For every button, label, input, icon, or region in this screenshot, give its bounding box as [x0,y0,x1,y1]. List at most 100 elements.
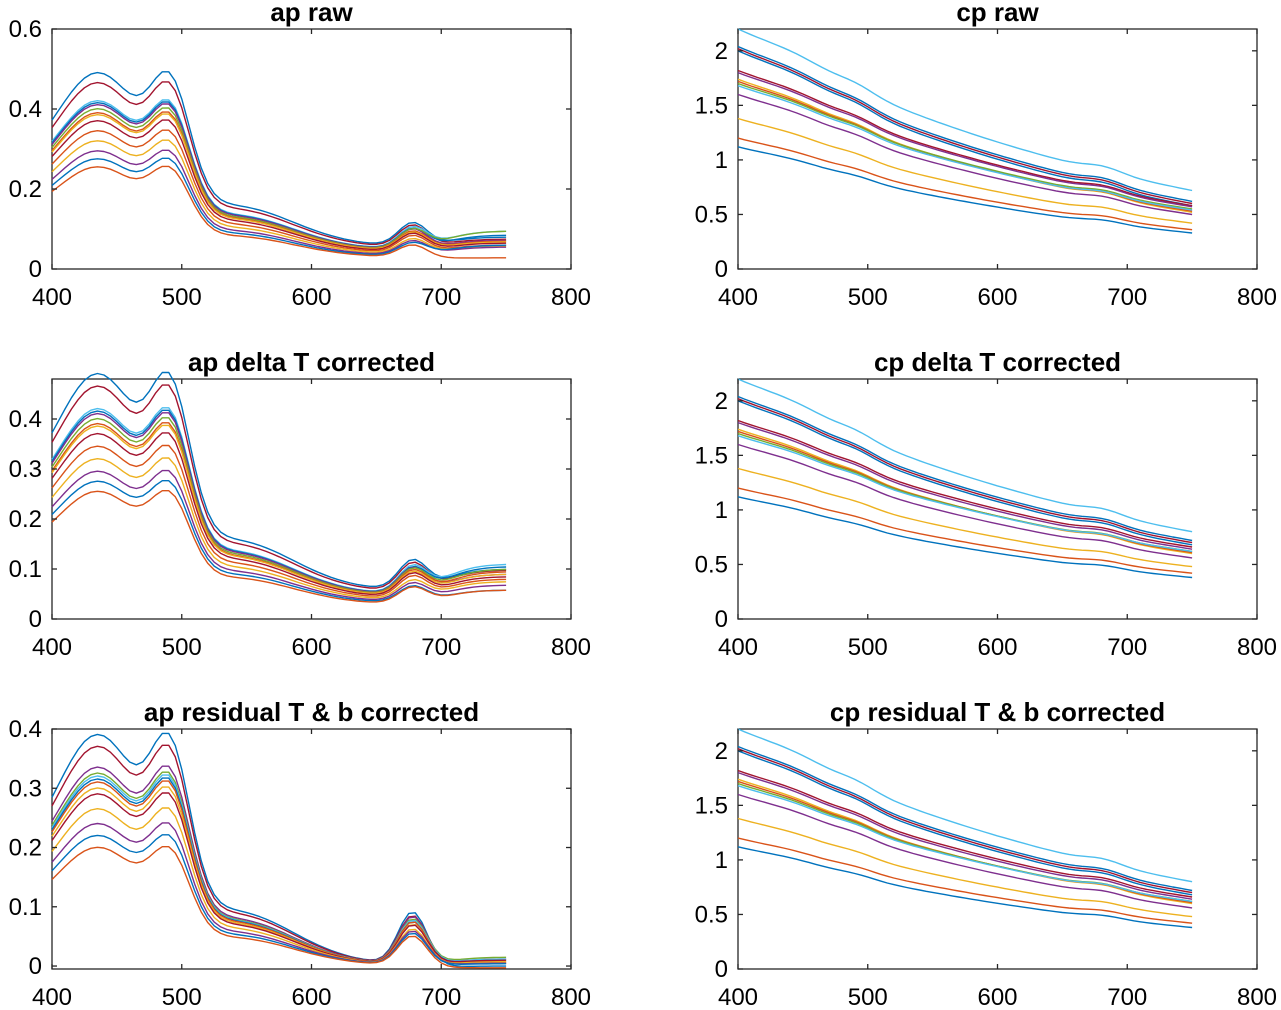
x-tick-label: 600 [291,284,331,311]
y-tick-label: 0 [29,606,42,633]
y-tick-label: 0 [29,256,42,283]
series-line-2 [737,45,1193,203]
y-tick-label: 0.5 [695,901,728,928]
series-line-13 [737,137,1193,231]
series-line-11 [737,793,1193,909]
x-tick-label: 800 [1237,984,1277,1010]
y-tick-label: 0 [29,953,42,980]
axes-box [51,728,572,970]
y-tick-label: 0.4 [9,406,42,433]
x-tick-label: 400 [718,634,758,661]
y-tick-label: 0.5 [695,551,728,578]
series-line-3 [737,747,1193,894]
x-tick-label: 700 [421,634,461,661]
series-line-2 [737,395,1193,542]
x-tick-label: 600 [977,634,1017,661]
series-line-14 [737,146,1193,234]
series-line-10 [51,444,507,597]
y-tick-label: 0 [715,606,728,633]
series-line-14 [737,496,1193,579]
series-line-12 [737,467,1193,568]
y-tick-label: 1 [715,497,728,524]
y-tick-label: 0.4 [9,716,42,743]
y-tick-label: 2 [715,38,728,65]
y-tick-label: 1 [715,147,728,174]
series-line-8 [51,113,507,250]
series-line-5 [737,69,1193,207]
x-tick-label: 400 [32,984,72,1010]
series-line-11 [737,93,1193,216]
series-line-4 [737,400,1193,546]
series-line-12 [737,817,1193,918]
x-tick-label: 800 [551,634,591,661]
series-line-5 [737,419,1193,548]
x-tick-label: 800 [1237,284,1277,311]
series-line-6 [737,771,1193,900]
y-tick-label: 0.3 [9,456,42,483]
series-line-4 [737,50,1193,207]
series-line-14 [737,846,1193,929]
chart-panel-6: 400 500 600 700 800 0 0.5 1 1.5 2 cp residual T & … [695,697,1277,1010]
x-tick-label: 800 [551,984,591,1010]
x-tick-label: 700 [1107,634,1147,661]
x-tick-label: 700 [1107,284,1147,311]
series-line-11 [737,443,1193,559]
series-line-11 [51,139,507,253]
y-tick-label: 0.6 [9,16,42,43]
series-line-12 [737,117,1193,224]
chart-title: ap raw [270,0,353,27]
y-tick-label: 0.2 [9,506,42,533]
series-line-6 [737,421,1193,550]
series-line-1 [51,371,507,587]
chart-panel-3: 400 500 600 700 800 0 0.1 0.2 0.3 0.4 ap delta T c… [9,347,591,661]
chart-title: ap delta T corrected [188,347,435,377]
series-line-9 [51,792,507,963]
y-tick-label: 1.5 [695,92,728,119]
chart-panel-4: 400 500 600 700 800 0 0.5 1 1.5 2 cp delta T corre… [695,347,1277,661]
series-line-11 [51,457,507,599]
axes-box [51,378,572,620]
series-line-12 [51,469,507,600]
series-line-8 [51,424,507,594]
series-line-1 [51,71,507,244]
series-line-13 [737,487,1193,574]
y-tick-label: 1 [715,847,728,874]
x-tick-label: 700 [421,284,461,311]
x-tick-label: 600 [291,984,331,1010]
x-tick-label: 500 [848,984,888,1010]
series-line-10 [737,85,1193,211]
y-tick-label: 0.4 [9,96,42,123]
series-line-13 [51,157,507,255]
y-tick-label: 1.5 [695,442,728,469]
x-tick-label: 600 [291,634,331,661]
series-line-3 [737,47,1193,205]
x-tick-label: 400 [32,284,72,311]
x-tick-label: 500 [162,984,202,1010]
series-line-6 [51,417,507,593]
series-line-13 [737,837,1193,924]
y-tick-label: 0 [715,956,728,983]
axes-box [737,28,1258,270]
x-tick-label: 700 [1107,984,1147,1010]
x-tick-label: 400 [718,284,758,311]
x-tick-label: 600 [977,284,1017,311]
series-line-1 [737,728,1193,883]
x-tick-label: 500 [162,284,202,311]
series-line-1 [737,28,1193,192]
series-line-3 [737,397,1193,544]
x-tick-label: 600 [977,984,1017,1010]
series-line-6 [51,107,507,249]
axes-box [51,28,572,270]
y-tick-label: 0.2 [9,835,42,862]
x-tick-label: 800 [551,284,591,311]
x-tick-label: 800 [1237,634,1277,661]
x-tick-label: 500 [848,284,888,311]
series-line-12 [51,834,507,965]
series-line-5 [737,769,1193,898]
chart-panel-2: 400 500 600 700 800 0 0.5 1 1.5 2 cp raw [695,0,1277,311]
chart-panel-1: 400 500 600 700 800 0 0.2 0.4 0.6 ap raw [9,0,591,311]
series-line-4 [737,750,1193,896]
y-tick-label: 2 [715,388,728,415]
x-tick-label: 700 [421,984,461,1010]
